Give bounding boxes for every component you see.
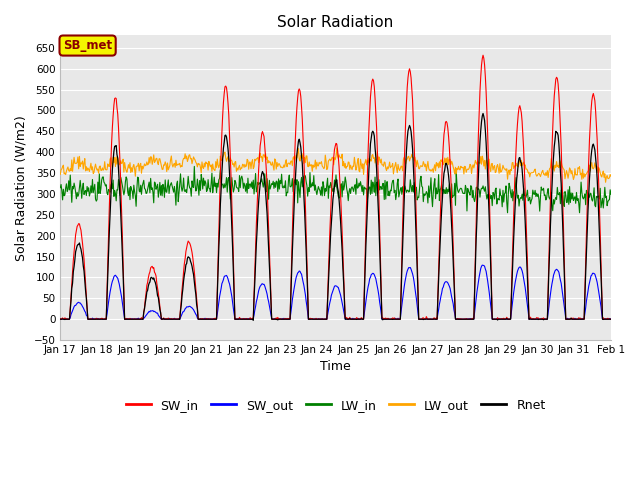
X-axis label: Time: Time — [320, 360, 351, 373]
Legend: SW_in, SW_out, LW_in, LW_out, Rnet: SW_in, SW_out, LW_in, LW_out, Rnet — [120, 394, 550, 417]
Title: Solar Radiation: Solar Radiation — [278, 15, 394, 30]
Y-axis label: Solar Radiation (W/m2): Solar Radiation (W/m2) — [15, 115, 28, 261]
Text: SB_met: SB_met — [63, 39, 112, 52]
